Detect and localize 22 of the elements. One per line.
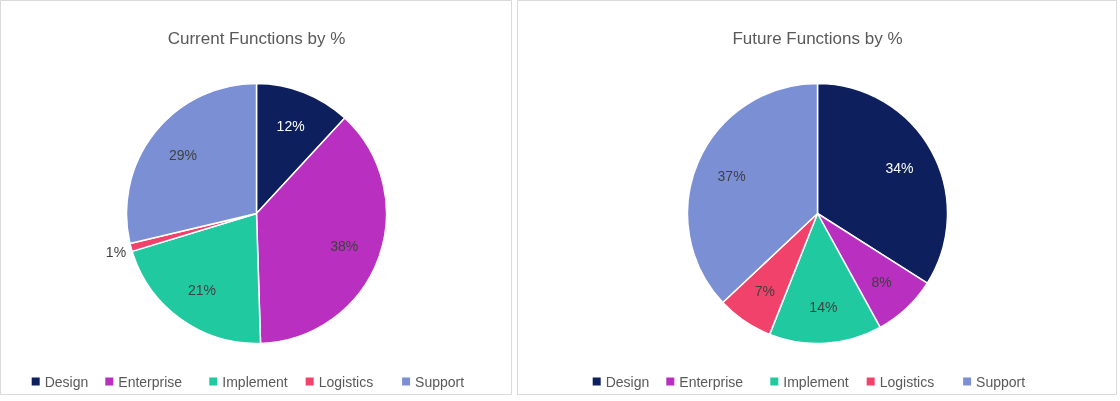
legend-label: Logistics	[318, 373, 374, 390]
data-label: 21%	[187, 281, 216, 298]
legend-label: Implement	[222, 373, 288, 390]
chart-title: Future Functions by %	[732, 29, 903, 48]
legend-label: Design	[605, 373, 650, 390]
data-label: 8%	[871, 273, 892, 290]
legend-label: Support	[415, 373, 465, 390]
data-label: 38%	[330, 238, 359, 255]
legend-label: Support	[976, 373, 1026, 390]
data-label: 34%	[885, 160, 914, 177]
legend-label: Enterprise	[118, 373, 183, 390]
legend-label: Implement	[783, 373, 849, 390]
data-label: 7%	[754, 282, 776, 299]
chart-title: Current Functions by %	[167, 29, 346, 48]
legend-label: Logistics	[879, 373, 935, 390]
data-label: 14%	[809, 298, 838, 315]
data-label: 29%	[169, 147, 198, 164]
legend-label: Enterprise	[679, 373, 744, 390]
data-label: 37%	[717, 168, 746, 185]
data-label: 12%	[276, 118, 305, 135]
data-label: 1%	[105, 243, 127, 260]
legend-label: Design	[44, 373, 89, 390]
